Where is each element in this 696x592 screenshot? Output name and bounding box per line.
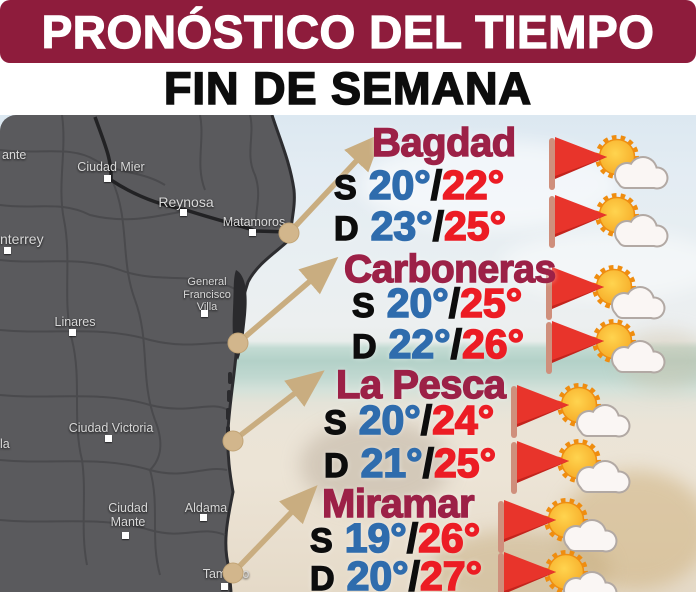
tamaulipas-map <box>0 115 320 592</box>
map-label-text: Tampico <box>202 567 250 581</box>
city-name-carboneras: Carboneras <box>343 247 557 291</box>
map-label-text: nterrey <box>0 231 44 247</box>
temp-high: 25° <box>433 439 497 487</box>
map-label-ciudad-mante: Ciudad Mante <box>108 501 148 530</box>
day-label-sunday: D <box>309 559 335 592</box>
forecast-row-bagdad-saturday: S 20° / 22° <box>333 161 505 209</box>
day-label-saturday: S <box>323 403 347 442</box>
red-flag-sun-behind-cloud-icon <box>540 318 666 378</box>
temp-low: 19° <box>344 514 408 562</box>
map-label-text: ante <box>2 148 27 162</box>
temp-high: 25° <box>459 279 523 327</box>
header: PRONÓSTICO DEL TIEMPO FIN DE SEMANA <box>0 0 696 115</box>
forecast-row-la-pesca-saturday: S 20° / 24° <box>323 396 495 444</box>
forecast-row-miramar-sunday: D 20° / 27° <box>309 552 483 592</box>
map-label-text: Matamoros <box>222 215 286 229</box>
map-landmass <box>0 115 295 592</box>
header-banner: PRONÓSTICO DEL TIEMPO <box>0 0 696 63</box>
temp-separator: / <box>432 202 445 249</box>
page-subtitle: FIN DE SEMANA <box>163 62 532 115</box>
map-city-marker <box>105 435 112 442</box>
temp-low: 22° <box>388 320 452 368</box>
red-flag-sun-behind-cloud-icon <box>505 438 631 498</box>
temp-low: 23° <box>370 202 434 250</box>
red-flag-sun-behind-cloud-icon <box>505 382 631 442</box>
temp-low: 20° <box>368 161 432 209</box>
temp-separator: / <box>430 161 443 208</box>
red-flag-sun-behind-cloud-icon <box>492 497 618 557</box>
temp-separator: / <box>450 320 463 367</box>
day-label-sunday: D <box>333 209 359 248</box>
map-label-general-francisco-villa: General Francisco Villa <box>183 276 231 314</box>
map-laguna-madre <box>232 270 247 360</box>
map-label-reynosa: Reynosa <box>158 194 213 210</box>
red-flag-sun-behind-cloud-icon <box>543 192 669 252</box>
temp-high: 26° <box>461 320 525 368</box>
map-label-text: la <box>0 437 10 451</box>
day-label-saturday: S <box>309 521 333 560</box>
map-label-cut-city-2: la <box>0 437 10 451</box>
temp-low: 20° <box>386 279 450 327</box>
temp-low: 20° <box>358 396 422 444</box>
red-flag-sun-behind-cloud-icon <box>540 264 666 324</box>
map-label-matamoros: Matamoros <box>223 215 286 229</box>
map-label-text: Ciudad Mante <box>108 501 148 530</box>
map-label-text: Aldama <box>184 501 228 515</box>
map-label-cut-city: ante <box>2 148 26 162</box>
map-label-aldama: Aldama <box>185 501 227 515</box>
temp-separator: / <box>448 279 461 326</box>
forecast-row-miramar-saturday: S 19° / 26° <box>309 514 481 562</box>
map-label-linares: Linares <box>55 315 96 329</box>
map-label-ciudad-victoria: Ciudad Victoria <box>69 421 154 435</box>
temp-high: 25° <box>443 202 507 250</box>
temp-separator: / <box>406 514 419 561</box>
map-city-marker <box>200 514 207 521</box>
city-name-la-pesca: La Pesca <box>335 362 506 407</box>
day-label-sunday: D <box>323 446 349 485</box>
map-label-text: Reynosa <box>158 194 214 210</box>
map-label-text: Linares <box>54 315 96 329</box>
beach-palapa-shape <box>300 420 450 510</box>
day-label-saturday: S <box>351 286 375 325</box>
temp-high: 27° <box>419 552 483 592</box>
map-label-monterrey: nterrey <box>0 231 44 247</box>
temp-low: 20° <box>346 552 410 592</box>
map-city-marker <box>221 583 228 590</box>
map-label-tampico: Tampico <box>203 567 250 581</box>
forecast-row-carboneras-saturday: S 20° / 25° <box>351 279 523 327</box>
map-city-marker <box>69 329 76 336</box>
forecast-row-la-pesca-sunday: D 21° / 25° <box>323 439 497 487</box>
temp-high: 22° <box>441 161 505 209</box>
forecast-row-carboneras-sunday: D 22° / 26° <box>351 320 525 368</box>
red-flag-sun-behind-cloud-icon <box>492 549 618 592</box>
map-label-text: Ciudad Mier <box>77 160 145 174</box>
map-svg <box>0 115 296 592</box>
map-city-marker <box>4 247 11 254</box>
city-name-bagdad: Bagdad <box>371 120 517 165</box>
map-label-ciudad-mier: Ciudad Mier <box>77 160 144 174</box>
temp-separator: / <box>422 439 435 486</box>
map-city-marker <box>201 310 208 317</box>
map-rio-bravo-highway <box>93 116 291 234</box>
temp-separator: / <box>408 552 421 592</box>
temp-high: 24° <box>431 396 495 444</box>
day-label-sunday: D <box>351 327 377 366</box>
temp-low: 21° <box>360 439 424 487</box>
forecast-row-bagdad-sunday: D 23° / 25° <box>333 202 507 250</box>
map-city-marker <box>249 229 256 236</box>
map-label-text: General Francisco Villa <box>183 276 231 314</box>
map-municipal-boundaries <box>0 115 260 576</box>
page-title: PRONÓSTICO DEL TIEMPO <box>41 5 655 58</box>
map-label-text: Ciudad Victoria <box>68 421 154 435</box>
temp-separator: / <box>420 396 433 443</box>
map-city-marker <box>122 532 129 539</box>
map-city-marker <box>104 175 111 182</box>
map-city-marker <box>180 209 187 216</box>
temp-high: 26° <box>417 514 481 562</box>
city-name-miramar: Miramar <box>321 481 475 526</box>
red-flag-sun-behind-cloud-icon <box>543 134 669 194</box>
